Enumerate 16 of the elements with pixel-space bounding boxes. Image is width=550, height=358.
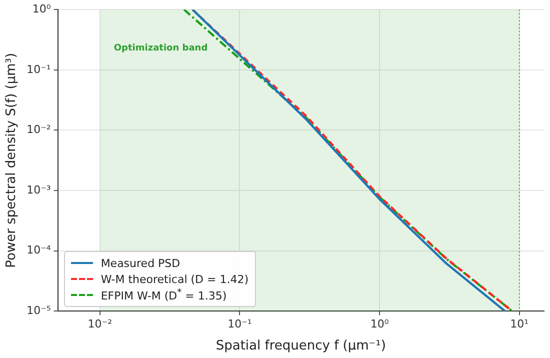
y-tick-label: 10⁻⁵ (26, 304, 51, 318)
y-tick-label: 10⁻³ (26, 183, 51, 196)
x-tick-label: 10⁻¹ (228, 318, 252, 331)
y-tick-label: 10⁻⁴ (26, 244, 52, 257)
y-tick-label: 10⁻² (26, 123, 51, 136)
x-tick-label: 10⁰ (370, 318, 390, 331)
x-axis-title: Spatial frequency f (μm⁻¹) (216, 338, 386, 354)
y-tick-label: 10⁰ (32, 2, 52, 16)
legend-label: Measured PSD (100, 256, 180, 270)
legend-label: EFPIM W-M (D$^{*}$ = 1.35) (100, 287, 227, 304)
legend-label: W-M theoretical (D = 1.42) (100, 272, 248, 286)
x-tick-label: 10¹ (510, 318, 529, 331)
x-tick-label: 10⁻² (88, 318, 112, 331)
y-tick-label: 10⁻¹ (26, 62, 51, 76)
band-label: Optimization band (114, 43, 208, 54)
y-axis-title: Power spectral density S(f) (μm³) (4, 52, 20, 268)
